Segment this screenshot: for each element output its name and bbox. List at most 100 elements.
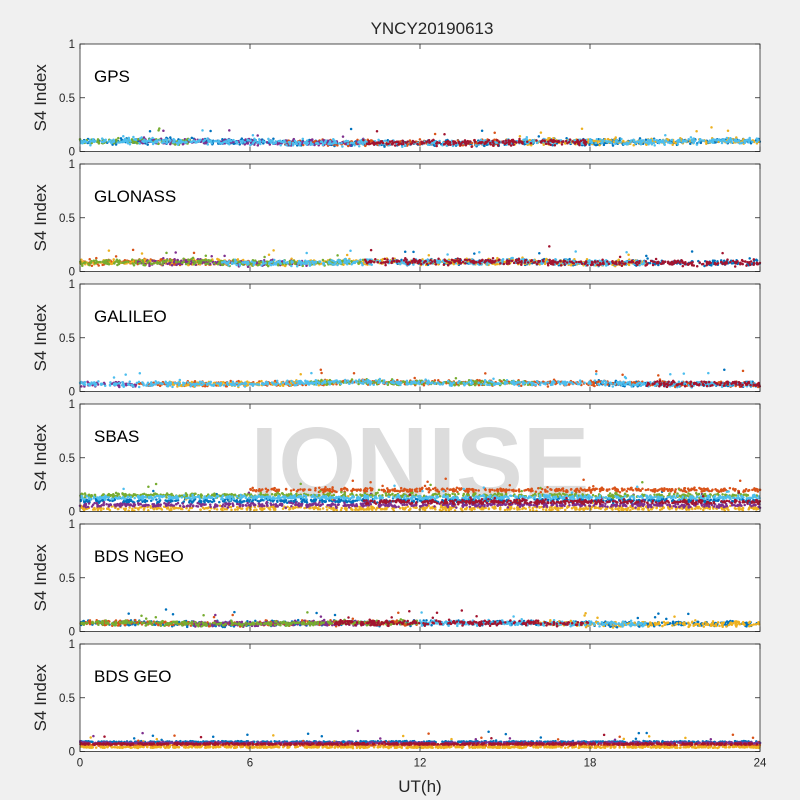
data-point — [89, 144, 92, 147]
data-point — [711, 259, 715, 262]
data-point — [674, 141, 677, 145]
data-point — [95, 256, 98, 260]
data-point — [234, 140, 238, 144]
data-point — [318, 260, 322, 264]
data-point — [690, 138, 694, 142]
data-point — [687, 138, 691, 141]
data-point — [290, 261, 294, 264]
data-point — [122, 134, 125, 138]
data-point — [170, 263, 174, 267]
data-point — [383, 257, 387, 261]
data-point — [435, 144, 438, 148]
data-point — [684, 140, 688, 143]
data-point — [219, 142, 223, 145]
data-point — [305, 143, 309, 146]
data-point — [105, 260, 108, 264]
data-point — [114, 255, 118, 258]
data-point — [187, 261, 190, 265]
data-point — [236, 258, 240, 261]
data-point — [620, 137, 623, 141]
y-axis-label: S4 Index — [31, 184, 50, 252]
data-point — [123, 138, 126, 142]
data-point — [97, 260, 101, 264]
data-point — [142, 140, 146, 144]
data-point — [652, 260, 656, 263]
data-point — [246, 260, 250, 264]
data-point — [510, 259, 514, 263]
data-point — [263, 140, 267, 144]
data-point — [549, 139, 553, 143]
y-tick-label: 0 — [69, 147, 75, 159]
data-point — [238, 143, 241, 146]
data-point — [274, 262, 278, 266]
data-point — [277, 139, 280, 143]
data-point — [593, 384, 596, 388]
data-point — [594, 261, 597, 264]
data-point — [638, 264, 641, 267]
data-point — [518, 137, 521, 141]
data-point — [701, 262, 705, 266]
data-point — [213, 261, 216, 265]
data-point — [216, 140, 220, 143]
chart-title: YNCY20190613 — [371, 19, 494, 38]
data-point — [695, 265, 699, 268]
data-point — [649, 138, 653, 142]
data-point — [328, 141, 331, 144]
data-point — [411, 141, 414, 145]
data-point — [420, 262, 423, 266]
data-point — [551, 143, 554, 147]
data-point — [147, 260, 150, 263]
data-point — [272, 249, 275, 252]
data-point — [175, 263, 178, 267]
data-point — [345, 253, 349, 257]
data-point — [291, 143, 295, 147]
data-point — [358, 141, 362, 145]
data-point — [369, 248, 373, 252]
data-point — [332, 260, 335, 263]
data-point — [560, 143, 564, 146]
data-point — [734, 138, 738, 141]
data-point — [532, 139, 535, 143]
data-point — [595, 369, 598, 373]
data-point — [729, 260, 732, 264]
data-point — [233, 258, 237, 262]
data-point — [646, 257, 649, 260]
data-point — [639, 143, 643, 146]
data-point — [566, 141, 569, 145]
data-point — [112, 139, 115, 143]
data-point — [85, 140, 88, 144]
data-point — [158, 139, 162, 142]
data-point — [537, 135, 541, 138]
data-point — [349, 249, 352, 253]
data-point — [705, 261, 709, 264]
data-point — [359, 258, 362, 262]
data-point — [207, 140, 210, 143]
data-point — [543, 139, 546, 142]
data-point — [429, 262, 432, 265]
data-point — [508, 259, 511, 263]
data-point — [376, 260, 379, 264]
data-point — [343, 258, 347, 261]
data-point — [598, 143, 601, 147]
data-point — [398, 260, 401, 263]
data-point — [349, 127, 353, 131]
data-point — [364, 260, 368, 263]
data-point — [217, 258, 220, 261]
data-point — [649, 259, 653, 263]
data-point — [157, 129, 160, 132]
data-point — [140, 136, 143, 139]
data-point — [638, 260, 641, 263]
data-point — [367, 260, 371, 264]
data-point — [478, 259, 482, 263]
data-point — [529, 142, 533, 145]
data-point — [634, 142, 637, 145]
data-point — [602, 143, 606, 147]
data-point — [209, 129, 212, 133]
data-point — [206, 137, 209, 140]
data-point — [502, 140, 505, 143]
data-point — [278, 261, 282, 264]
data-point — [88, 257, 91, 261]
data-point — [233, 262, 236, 265]
data-point — [272, 137, 275, 140]
data-point — [312, 263, 316, 266]
